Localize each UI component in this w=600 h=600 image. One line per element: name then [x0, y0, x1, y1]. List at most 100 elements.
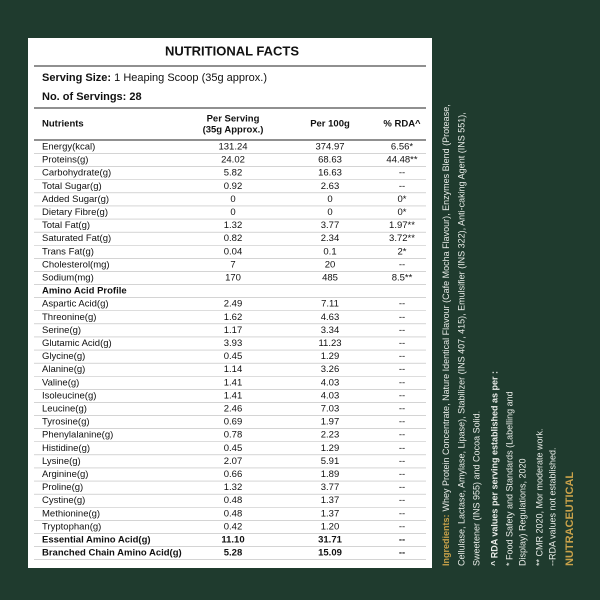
per-serving: 1.17 — [224, 325, 243, 336]
per-100g: 4.63 — [321, 312, 340, 323]
rda: -- — [399, 548, 405, 559]
per-serving: 11.10 — [221, 535, 244, 546]
per-100g: 3.77 — [321, 220, 340, 231]
nutrient-name: Cholesterol(mg) — [42, 259, 110, 270]
per-serving: 0.04 — [224, 246, 243, 257]
per-serving: 3.93 — [224, 338, 243, 349]
per-serving: 0 — [230, 207, 235, 218]
footnote: Display) Regulations, 2020 — [517, 458, 527, 566]
rda: -- — [399, 390, 405, 401]
rda: -- — [399, 482, 405, 493]
per-100g: 1.97 — [321, 417, 340, 428]
per-100g: 7.03 — [321, 404, 340, 415]
nutrient-name: Total Fat(g) — [42, 220, 90, 231]
rda: 0* — [398, 194, 407, 205]
rda: -- — [399, 364, 405, 375]
section-label: Amino Acid Profile — [42, 286, 127, 297]
per-100g: 374.97 — [315, 142, 344, 153]
rda: -- — [399, 338, 405, 349]
per-serving: 0.48 — [224, 508, 243, 519]
side-text: Ingredients: Whey Protein Concentrate, Na… — [441, 104, 576, 566]
per-100g: 16.63 — [318, 168, 342, 179]
nutrient-name: Added Sugar(g) — [42, 194, 109, 205]
serving-size-label: Serving Size: — [42, 72, 111, 84]
per-serving: 1.14 — [224, 364, 243, 375]
rda: -- — [399, 299, 405, 310]
per-serving: 0.42 — [224, 521, 243, 532]
per-100g: 3.34 — [321, 325, 340, 336]
nutrient-name: Arginine(g) — [42, 469, 88, 480]
nutrient-name: Trans Fat(g) — [42, 246, 94, 257]
servings: No. of Servings: 28 — [42, 91, 142, 103]
per-100g: 1.37 — [321, 508, 340, 519]
nutrient-name: Leucine(g) — [42, 404, 87, 415]
per-100g: 3.77 — [321, 482, 340, 493]
per-100g: 68.63 — [318, 155, 342, 166]
column-header: (35g Approx.) — [203, 125, 264, 136]
per-100g: 1.37 — [321, 495, 340, 506]
title: NUTRITIONAL FACTS — [165, 43, 299, 58]
rda: -- — [399, 168, 405, 179]
rda-note: ^ RDA values per serving established as … — [489, 371, 499, 566]
rda: 8.5** — [392, 273, 413, 284]
rda: -- — [399, 351, 405, 362]
per-serving: 170 — [225, 273, 241, 284]
serving-size-value: 1 Heaping Scoop (35g approx.) — [114, 72, 267, 84]
rda: -- — [399, 456, 405, 467]
per-serving: 131.24 — [218, 142, 247, 153]
per-100g: 485 — [322, 273, 338, 284]
rda: -- — [399, 325, 405, 336]
per-serving: 0.45 — [224, 443, 243, 454]
per-100g: 15.09 — [318, 548, 342, 559]
per-serving: 0.69 — [224, 417, 243, 428]
per-100g: 11.23 — [318, 338, 341, 349]
nutrient-name: Aspartic Acid(g) — [42, 299, 109, 310]
ingredients-line: Cellulase, Lactase, Amylase, Lipase), St… — [456, 112, 466, 566]
per-100g: 2.63 — [321, 181, 340, 192]
nutrient-name: Alanine(g) — [42, 364, 85, 375]
nutrient-name: Glutamic Acid(g) — [42, 338, 112, 349]
nutrient-name: Proline(g) — [42, 482, 83, 493]
per-100g: 1.20 — [321, 521, 340, 532]
facts-panel — [28, 38, 432, 568]
nutrient-name: Tyrosine(g) — [42, 417, 90, 428]
serving-size: Serving Size: 1 Heaping Scoop (35g appro… — [42, 72, 267, 84]
nutrient-name: Threonine(g) — [42, 312, 96, 323]
rda: 3.72** — [389, 233, 415, 244]
rda: -- — [399, 312, 405, 323]
per-serving: 0.66 — [224, 469, 243, 480]
ingredients-line: Ingredients: Whey Protein Concentrate, Na… — [441, 104, 451, 566]
rda: -- — [399, 377, 405, 388]
per-serving: 1.41 — [224, 377, 243, 388]
per-serving: 1.62 — [224, 312, 243, 323]
per-100g: 1.29 — [321, 351, 340, 362]
per-serving: 1.32 — [224, 220, 243, 231]
footnote: --RDA values not established. — [547, 447, 557, 566]
per-100g: 0 — [327, 194, 332, 205]
per-serving: 5.82 — [224, 168, 243, 179]
nutrient-name: Tryptophan(g) — [42, 521, 101, 532]
per-100g: 0.1 — [323, 246, 336, 257]
rda: 2* — [398, 246, 407, 257]
nutrient-name: Phenylalanine(g) — [42, 430, 113, 441]
per-100g: 4.03 — [321, 377, 340, 388]
nutrient-name: Energy(kcal) — [42, 142, 95, 153]
nutrient-name: Histidine(g) — [42, 443, 90, 454]
per-100g: 2.34 — [321, 233, 340, 244]
per-100g: 0 — [327, 207, 332, 218]
nutrient-name: Serine(g) — [42, 325, 81, 336]
rda: -- — [399, 469, 405, 480]
per-100g: 31.71 — [318, 535, 342, 546]
per-100g: 2.23 — [321, 430, 340, 441]
nutrient-name: Methionine(g) — [42, 508, 100, 519]
per-100g: 5.91 — [321, 456, 340, 467]
nutrient-name: Carbohydrate(g) — [42, 168, 111, 179]
nutrient-name: Cystine(g) — [42, 495, 85, 506]
rda: 44.48** — [386, 155, 417, 166]
rda: -- — [399, 259, 405, 270]
per-100g: 3.26 — [321, 364, 340, 375]
per-serving: 0.45 — [224, 351, 243, 362]
rda: 1.97** — [389, 220, 415, 231]
rda: -- — [399, 404, 405, 415]
servings-value: 28 — [129, 91, 141, 103]
